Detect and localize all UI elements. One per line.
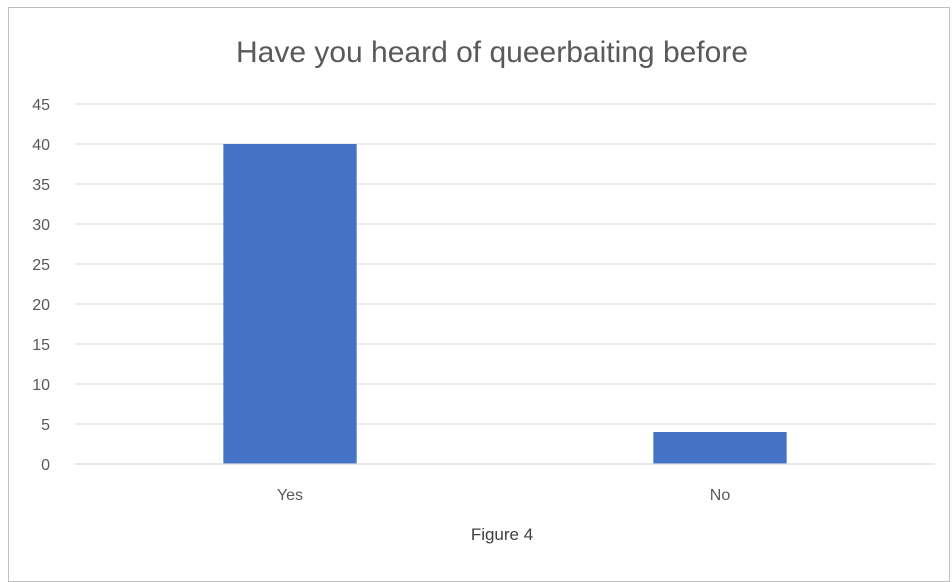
y-tick-label: 5: [41, 417, 50, 434]
bars: [223, 144, 787, 464]
x-category-label: Yes: [277, 487, 303, 504]
y-tick-label: 40: [32, 137, 50, 154]
x-axis-categories: Yes No: [277, 487, 730, 504]
y-axis-ticks: 0 5 10 15 20 25 30 35 40 45: [32, 97, 50, 474]
gridlines: [75, 103, 935, 425]
y-tick-label: 15: [32, 337, 50, 354]
chart-title: Have you heard of queerbaiting before: [236, 36, 748, 69]
y-tick-label: 10: [32, 377, 50, 394]
figure-caption: Figure 4: [471, 525, 533, 544]
y-tick-label: 25: [32, 257, 50, 274]
y-tick-label: 45: [32, 97, 50, 114]
bar-no: [653, 432, 787, 464]
y-tick-label: 30: [32, 217, 50, 234]
y-tick-label: 0: [41, 457, 50, 474]
bar-yes: [223, 144, 357, 464]
y-tick-label: 20: [32, 297, 50, 314]
x-category-label: No: [710, 487, 731, 504]
y-tick-label: 35: [32, 177, 50, 194]
chart-frame: [8, 7, 950, 582]
